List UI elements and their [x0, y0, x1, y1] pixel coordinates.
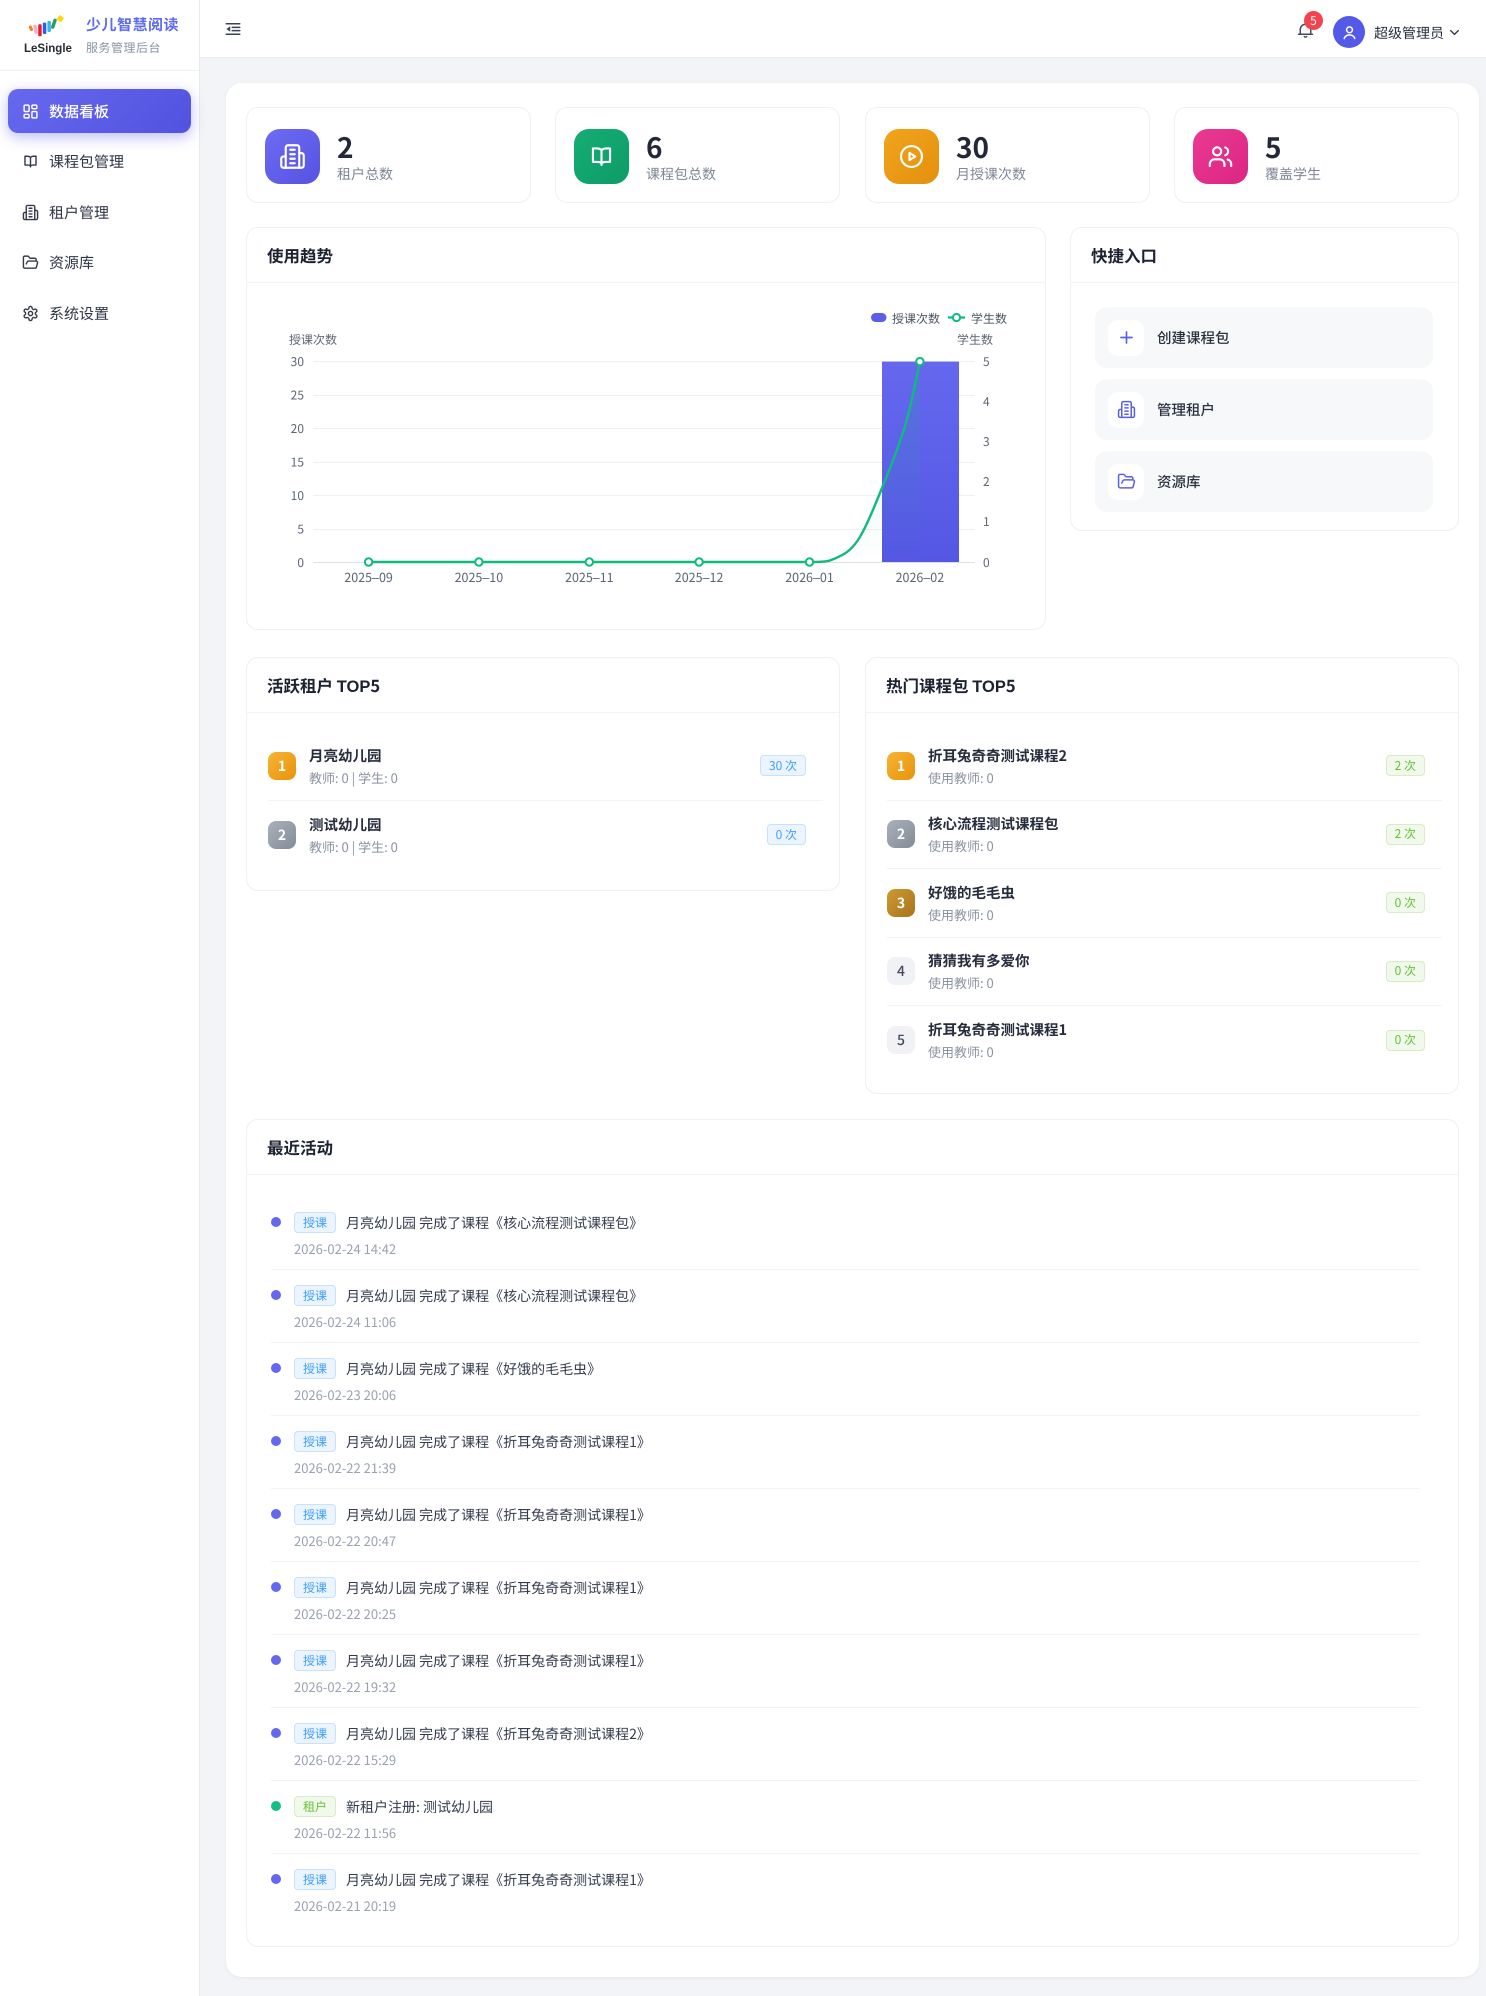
svg-text:学生数: 学生数 [957, 331, 993, 348]
svg-text:0: 0 [297, 554, 304, 571]
svg-text:2: 2 [983, 473, 990, 490]
svg-text:25: 25 [291, 387, 305, 404]
svg-text:5: 5 [297, 521, 304, 538]
svg-text:2025–12: 2025–12 [675, 567, 724, 586]
svg-text:1: 1 [983, 513, 990, 530]
svg-text:2026–01: 2026–01 [785, 567, 834, 586]
svg-text:10: 10 [291, 487, 305, 504]
svg-text:2025–09: 2025–09 [344, 567, 393, 586]
svg-text:5: 5 [983, 353, 990, 370]
svg-text:0: 0 [983, 554, 990, 571]
svg-text:2025–11: 2025–11 [565, 567, 614, 586]
svg-text:2025–10: 2025–10 [455, 567, 504, 586]
svg-text:学生数: 学生数 [971, 310, 1007, 327]
svg-text:授课次数: 授课次数 [289, 331, 337, 348]
svg-text:20: 20 [291, 420, 305, 437]
svg-text:2026–02: 2026–02 [896, 567, 945, 586]
svg-text:15: 15 [291, 454, 305, 471]
svg-text:4: 4 [983, 393, 990, 410]
svg-text:授课次数: 授课次数 [892, 310, 940, 327]
svg-text:3: 3 [983, 433, 990, 450]
svg-text:30: 30 [291, 353, 305, 370]
